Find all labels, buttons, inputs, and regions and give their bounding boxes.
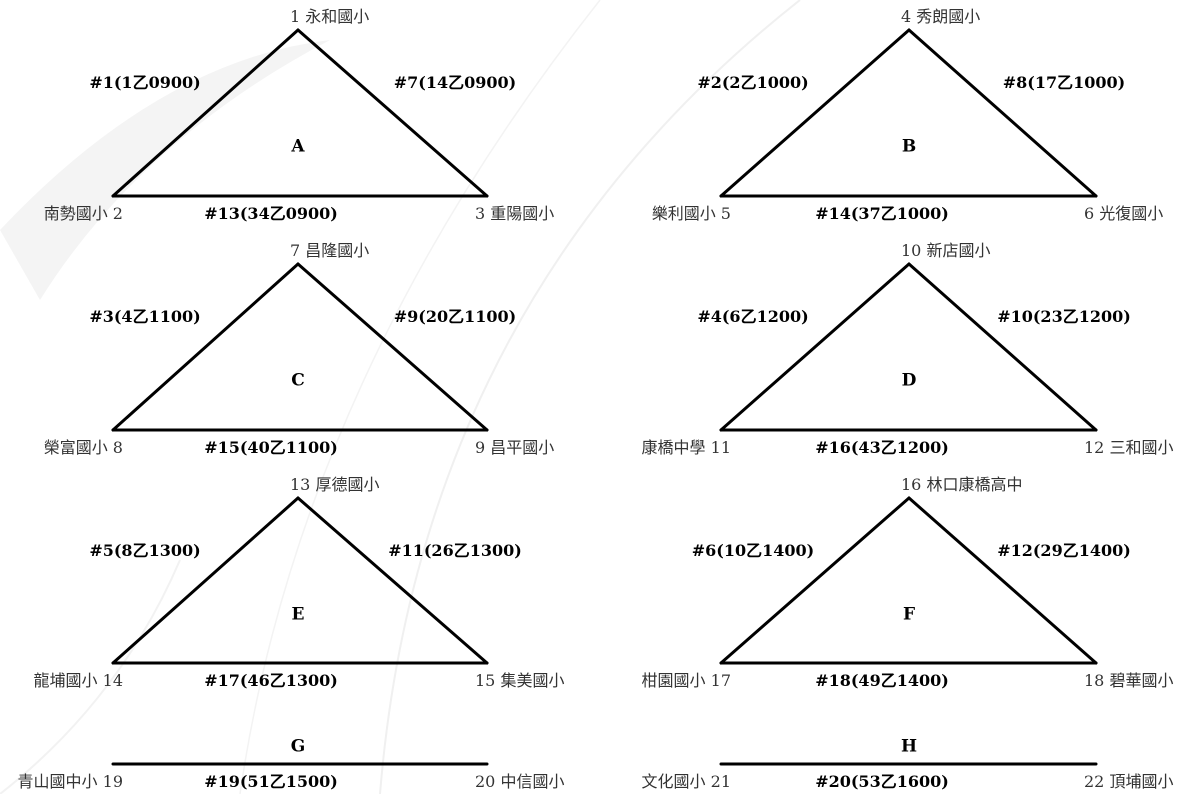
team-right-h: 22 頂埔國小 — [1084, 772, 1174, 791]
edge-left-f — [719, 496, 911, 665]
match-left-d: #4(6乙1200) — [697, 307, 809, 326]
match-bottom-a: #13(34乙0900) — [204, 204, 338, 223]
team-right-c: 9 昌平國小 — [475, 438, 555, 457]
match-right-a: #7(14乙0900) — [393, 73, 517, 92]
team-left-c: 榮富國小 8 — [43, 438, 123, 457]
group-label-a: A — [291, 136, 305, 157]
team-left-d: 康橋中學 11 — [641, 438, 731, 457]
team-right-f: 18 碧華國小 — [1084, 671, 1174, 690]
match-bottom-e: #17(46乙1300) — [204, 671, 338, 690]
match-right-d: #10(23乙1200) — [997, 307, 1131, 326]
match-bottom-f: #18(49乙1400) — [815, 671, 949, 690]
team-top-f: 16 林口康橋高中 — [901, 475, 1023, 494]
match-bottom-c: #15(40乙1100) — [204, 438, 338, 457]
edge-left-b — [719, 28, 911, 198]
edge-left-a — [111, 28, 300, 198]
team-right-g: 20 中信國小 — [475, 772, 565, 791]
match-right-f: #12(29乙1400) — [997, 541, 1131, 560]
match-right-b: #8(17乙1000) — [1002, 73, 1126, 92]
match-bottom-d: #16(43乙1200) — [815, 438, 949, 457]
edge-right-e — [296, 496, 489, 665]
group-label-h: H — [900, 736, 918, 757]
match-left-f: #6(10乙1400) — [691, 541, 815, 560]
edge-right-c — [296, 262, 489, 432]
edge-right-a — [296, 28, 489, 198]
match-bottom-b: #14(37乙1000) — [815, 204, 949, 223]
match-left-c: #3(4乙1100) — [89, 307, 201, 326]
team-top-d: 10 新店國小 — [901, 241, 991, 260]
edge-right-d — [907, 262, 1098, 432]
team-right-e: 15 集美國小 — [475, 671, 565, 690]
team-left-g: 青山國中小 19 — [17, 772, 123, 791]
match-left-e: #5(8乙1300) — [89, 541, 201, 560]
group-label-g: G — [290, 736, 306, 757]
edge-right-f — [907, 496, 1098, 665]
team-top-e: 13 厚德國小 — [290, 475, 380, 494]
match-bottom-h: #20(53乙1600) — [815, 772, 949, 791]
team-right-a: 3 重陽國小 — [475, 204, 555, 223]
team-left-h: 文化國小 21 — [641, 772, 731, 791]
team-right-d: 12 三和國小 — [1084, 438, 1174, 457]
edge-left-e — [111, 496, 300, 665]
edge-left-d — [719, 262, 911, 432]
match-right-e: #11(26乙1300) — [388, 541, 522, 560]
group-label-b: B — [901, 136, 917, 157]
edge-left-c — [111, 262, 300, 432]
group-label-f: F — [902, 604, 916, 625]
match-bottom-g: #19(51乙1500) — [204, 772, 338, 791]
team-left-a: 南勢國小 2 — [43, 204, 123, 223]
team-top-b: 4 秀朗國小 — [901, 7, 981, 26]
match-left-b: #2(2乙1000) — [697, 73, 809, 92]
group-label-c: C — [291, 370, 305, 391]
group-label-e: E — [291, 604, 305, 625]
match-left-a: #1(1乙0900) — [89, 73, 201, 92]
edge-right-b — [907, 28, 1098, 198]
team-top-c: 7 昌隆國小 — [290, 241, 370, 260]
team-left-b: 樂利國小 5 — [651, 204, 731, 223]
match-right-c: #9(20乙1100) — [393, 307, 517, 326]
team-top-a: 1 永和國小 — [290, 7, 370, 26]
team-left-e: 龍埔國小 14 — [33, 671, 123, 690]
team-left-f: 柑園國小 17 — [641, 671, 731, 690]
team-right-b: 6 光復國小 — [1084, 204, 1164, 223]
group-label-d: D — [901, 370, 917, 391]
